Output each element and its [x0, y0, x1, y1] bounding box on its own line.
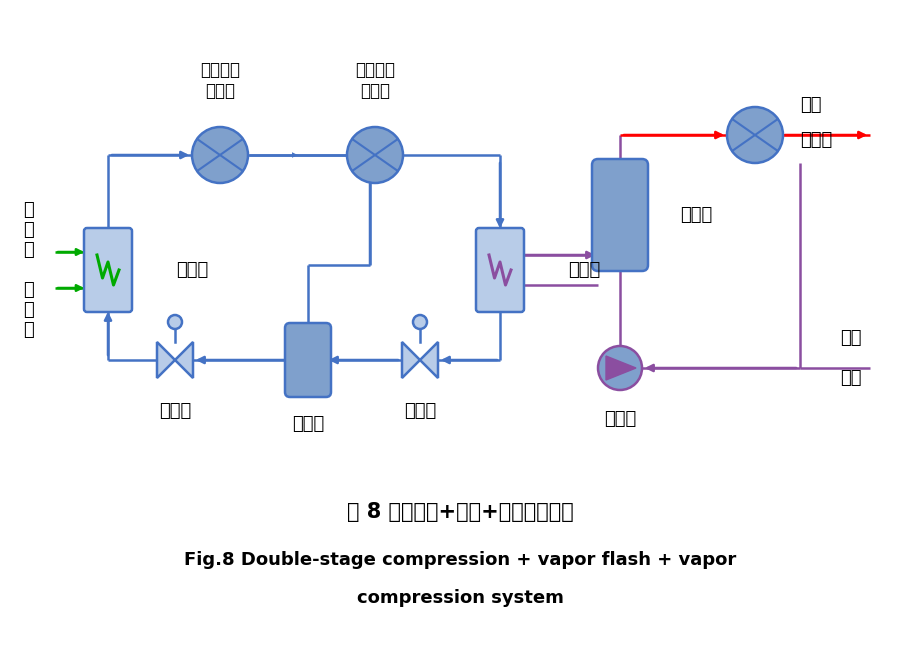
FancyBboxPatch shape: [476, 228, 524, 312]
Text: 一级热泵
压缩机: 一级热泵 压缩机: [200, 61, 240, 100]
Text: 蒸发器: 蒸发器: [176, 261, 208, 279]
Text: 热: 热: [23, 201, 33, 219]
Text: 二级热泵
压缩机: 二级热泵 压缩机: [355, 61, 395, 100]
Text: 热: 热: [23, 281, 33, 299]
Text: 膨胀阀: 膨胀阀: [159, 402, 192, 420]
Text: 软化: 软化: [840, 329, 861, 347]
Polygon shape: [420, 342, 438, 378]
Text: 源: 源: [23, 301, 33, 319]
Text: compression system: compression system: [356, 589, 564, 607]
Circle shape: [598, 346, 642, 390]
Text: 图 8 双级压缩+闪蒸+蒸气压缩循环: 图 8 双级压缩+闪蒸+蒸气压缩循环: [346, 502, 574, 522]
FancyBboxPatch shape: [84, 228, 132, 312]
Text: 闪蒸罐: 闪蒸罐: [292, 415, 324, 433]
Circle shape: [727, 107, 783, 163]
Circle shape: [413, 315, 427, 329]
Text: 循环泵: 循环泵: [604, 410, 636, 428]
Text: 冷凝器: 冷凝器: [568, 261, 600, 279]
Text: 源: 源: [23, 221, 33, 239]
Circle shape: [192, 127, 248, 183]
Text: 低压: 低压: [800, 96, 822, 114]
Circle shape: [168, 315, 182, 329]
Polygon shape: [606, 356, 636, 380]
Text: 出: 出: [23, 321, 33, 339]
FancyBboxPatch shape: [592, 159, 648, 271]
Polygon shape: [157, 342, 175, 378]
Text: Fig.8 Double-stage compression + vapor flash + vapor: Fig.8 Double-stage compression + vapor f…: [184, 551, 736, 569]
Text: 进: 进: [23, 241, 33, 259]
Text: 水进: 水进: [840, 369, 861, 387]
Text: 闪蒸罐: 闪蒸罐: [680, 206, 712, 224]
Polygon shape: [402, 342, 420, 378]
Text: 蒸汽出: 蒸汽出: [800, 131, 833, 149]
FancyBboxPatch shape: [285, 323, 331, 397]
Polygon shape: [175, 342, 193, 378]
Circle shape: [347, 127, 403, 183]
Text: 膨胀阀: 膨胀阀: [404, 402, 437, 420]
